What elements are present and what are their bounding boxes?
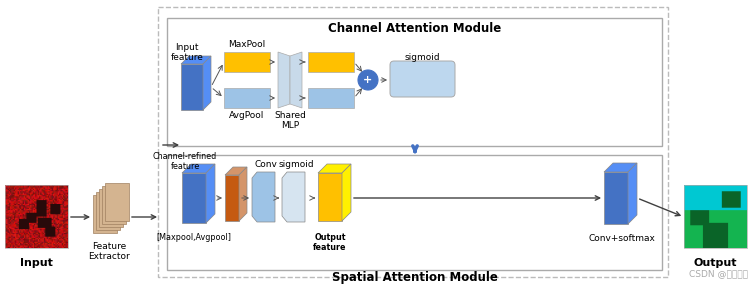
Polygon shape bbox=[604, 172, 628, 224]
Text: MaxPool: MaxPool bbox=[229, 40, 265, 49]
Bar bbox=[96, 192, 120, 230]
Text: Input
feature: Input feature bbox=[171, 42, 204, 62]
Bar bbox=[105, 183, 129, 221]
Polygon shape bbox=[318, 173, 342, 221]
Text: Feature
Extractor: Feature Extractor bbox=[88, 242, 130, 261]
Text: Output: Output bbox=[693, 258, 737, 268]
Text: Conv: Conv bbox=[255, 160, 277, 169]
Polygon shape bbox=[239, 167, 247, 221]
Bar bbox=[102, 186, 126, 224]
Text: Input: Input bbox=[20, 258, 53, 268]
Text: sigmoid: sigmoid bbox=[278, 160, 314, 169]
Circle shape bbox=[358, 70, 378, 90]
Bar bbox=[158, 7, 668, 277]
Polygon shape bbox=[282, 172, 305, 222]
Text: Channel-refined
feature: Channel-refined feature bbox=[153, 152, 217, 171]
Polygon shape bbox=[290, 52, 302, 108]
Text: Conv+softmax: Conv+softmax bbox=[589, 234, 656, 243]
Bar bbox=[224, 88, 270, 108]
Text: Channel Attention Module: Channel Attention Module bbox=[329, 22, 502, 35]
Text: AvgPool: AvgPool bbox=[229, 111, 265, 120]
Bar bbox=[5, 185, 68, 248]
Bar bbox=[224, 52, 270, 72]
Polygon shape bbox=[181, 64, 203, 110]
Polygon shape bbox=[225, 167, 247, 175]
Polygon shape bbox=[206, 164, 215, 223]
Polygon shape bbox=[182, 173, 206, 223]
Text: +: + bbox=[363, 75, 373, 85]
Text: Spatial Attention Module: Spatial Attention Module bbox=[332, 271, 498, 283]
Bar bbox=[167, 155, 662, 270]
Bar bbox=[308, 52, 354, 72]
Text: Shared
MLP: Shared MLP bbox=[274, 111, 306, 130]
Polygon shape bbox=[342, 164, 351, 221]
Bar bbox=[93, 195, 117, 233]
Polygon shape bbox=[252, 172, 275, 222]
Bar bbox=[308, 88, 354, 108]
Polygon shape bbox=[318, 164, 351, 173]
Polygon shape bbox=[182, 164, 215, 173]
Bar bbox=[99, 189, 123, 227]
Polygon shape bbox=[203, 56, 211, 110]
Polygon shape bbox=[604, 163, 637, 172]
Text: [Maxpool,Avgpool]: [Maxpool,Avgpool] bbox=[156, 233, 232, 242]
Polygon shape bbox=[225, 175, 239, 221]
Polygon shape bbox=[181, 56, 211, 64]
Text: CSDN @川川子溢: CSDN @川川子溢 bbox=[689, 269, 748, 278]
Polygon shape bbox=[278, 52, 290, 108]
FancyBboxPatch shape bbox=[390, 61, 455, 97]
Bar bbox=[167, 18, 662, 146]
Polygon shape bbox=[628, 163, 637, 224]
Text: sigmoid: sigmoid bbox=[405, 53, 441, 62]
Bar bbox=[684, 185, 747, 248]
Text: Output
feature: Output feature bbox=[314, 233, 347, 252]
